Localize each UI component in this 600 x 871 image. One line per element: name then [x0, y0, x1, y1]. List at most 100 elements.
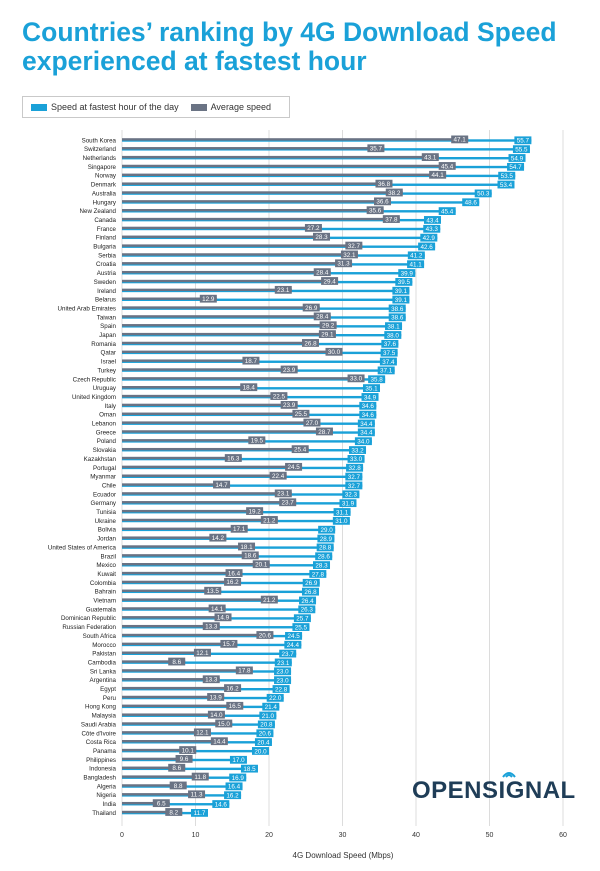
category-label: Pakistan: [92, 651, 116, 658]
value-box-fastest: [508, 154, 526, 162]
bar-average: [122, 288, 292, 292]
value-label-average: 35.7: [370, 146, 383, 153]
value-label-average: 8.2: [169, 809, 178, 816]
value-box-average: [303, 418, 321, 427]
value-box-fastest: [302, 578, 320, 587]
value-label-average: 23.9: [283, 367, 296, 374]
bar-average: [122, 642, 238, 646]
category-label: Finland: [96, 235, 117, 242]
value-label-fastest: 48.6: [465, 200, 478, 207]
bar-average: [122, 793, 206, 796]
value-label-average: 26.8: [304, 340, 317, 347]
value-box-fastest: [299, 596, 317, 605]
value-label-fastest: 28.6: [318, 554, 331, 561]
value-box-fastest: [423, 224, 441, 233]
bar-average: [122, 350, 343, 353]
value-box-fastest: [339, 499, 357, 508]
value-box-average: [274, 489, 292, 498]
bar-average: [122, 191, 403, 194]
value-label-average: 12.1: [196, 650, 209, 657]
category-label: Russian Federation: [62, 624, 116, 631]
opensignal-logo: OPENSIGNAL: [412, 772, 582, 807]
category-label: Australia: [92, 190, 117, 197]
value-label-fastest: 23.0: [276, 677, 289, 684]
value-box-average: [214, 613, 232, 622]
value-label-fastest: 20.6: [259, 731, 272, 738]
value-box-average: [224, 684, 242, 692]
value-box-fastest: [254, 738, 272, 746]
value-box-fastest: [368, 375, 386, 384]
value-box-average: [260, 595, 278, 604]
category-label: Oman: [99, 412, 116, 419]
bar-average: [122, 518, 278, 522]
value-box-average: [279, 498, 297, 507]
value-label-average: 23.9: [283, 402, 296, 409]
value-box-average: [169, 781, 187, 790]
value-label-fastest: 38.0: [387, 332, 400, 339]
value-box-fastest: [190, 809, 208, 817]
bar-average: [122, 713, 225, 716]
value-label-fastest: 55.5: [515, 146, 528, 153]
value-label-average: 23.1: [277, 491, 290, 498]
category-label: Colombia: [90, 580, 117, 587]
value-box-fastest: [380, 348, 398, 357]
bar-average: [122, 270, 331, 274]
value-label-fastest: 53.5: [501, 173, 514, 180]
value-box-fastest: [438, 207, 456, 215]
category-label: Greece: [96, 429, 117, 436]
category-label: Peru: [103, 695, 117, 702]
value-label-average: 28.4: [316, 269, 329, 276]
value-label-average: 29.2: [322, 323, 335, 330]
value-box-average: [321, 277, 339, 285]
value-label-average: 23.1: [277, 287, 290, 294]
value-label-fastest: 26.8: [304, 589, 317, 596]
category-labels: South Korea Switzerland Netherlands Singapo…: [48, 137, 117, 817]
value-box-fastest: [240, 764, 258, 773]
legend-label-fastest: Speed at fastest hour of the day: [51, 102, 179, 112]
value-box-average: [313, 232, 331, 241]
x-tick-label: 10: [192, 832, 200, 839]
value-box-fastest: [392, 295, 410, 304]
bar-average: [122, 465, 303, 469]
value-label-fastest: 17.0: [232, 757, 245, 764]
bar-average: [122, 784, 187, 787]
value-box-fastest: [342, 490, 360, 499]
value-box-fastest: [354, 437, 372, 446]
value-label-fastest: 43.4: [426, 217, 439, 224]
value-box-fastest: [345, 472, 363, 481]
value-label-fastest: 39.1: [395, 288, 408, 295]
value-label-average: 8.8: [174, 783, 183, 790]
value-label-average: 16.5: [229, 703, 242, 710]
category-label: Israel: [101, 359, 116, 366]
value-label-average: 8.6: [172, 659, 181, 666]
category-label: Myanmar: [90, 474, 116, 481]
value-label-fastest: 35.1: [365, 385, 378, 392]
category-label: Chile: [102, 482, 117, 489]
x-tick-label: 60: [559, 832, 567, 839]
bar-fastest: [122, 767, 258, 771]
bar-average: [122, 492, 292, 495]
value-label-average: 11.3: [191, 792, 203, 799]
category-label: Germany: [91, 500, 117, 507]
value-box-average: [188, 790, 206, 799]
category-label: Vietnam: [93, 598, 116, 605]
category-label: Uruguay: [93, 385, 117, 392]
category-label: Ukraine: [95, 518, 117, 525]
value-box-average: [301, 339, 319, 347]
value-label-average: 16.3: [227, 455, 240, 462]
bar-average: [122, 686, 242, 690]
value-label-fastest: 37.5: [383, 350, 396, 357]
bar-average: [122, 173, 447, 176]
value-box-average: [207, 693, 225, 701]
value-label-fastest: 11.7: [194, 810, 206, 817]
value-label-average: 13.3: [205, 677, 218, 684]
value-box-average: [319, 321, 337, 330]
value-box-fastest: [256, 729, 274, 738]
value-label-fastest: 50.3: [477, 191, 490, 198]
value-label-fastest: 24.4: [287, 642, 300, 649]
value-box-average: [451, 135, 469, 144]
value-label-average: 30.0: [328, 349, 341, 356]
category-label: Italy: [105, 403, 117, 410]
value-box-fastest: [346, 463, 364, 472]
value-label-average: 15.0: [218, 721, 231, 728]
